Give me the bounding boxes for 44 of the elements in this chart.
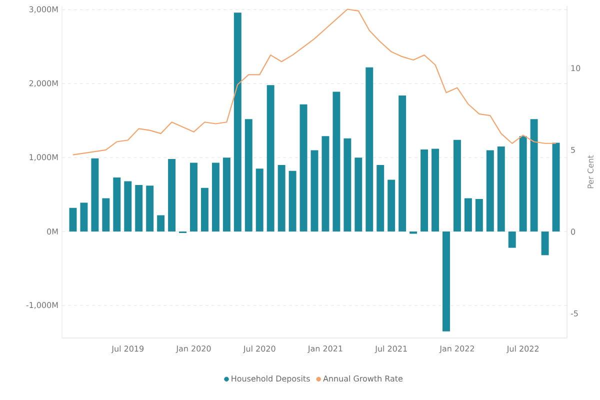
bar <box>530 119 538 232</box>
bar <box>332 92 340 232</box>
bar <box>146 186 154 232</box>
bar <box>244 119 252 232</box>
bar <box>135 184 143 232</box>
bar <box>124 181 132 232</box>
bar <box>432 148 439 232</box>
bar <box>552 142 560 232</box>
bar <box>168 159 176 232</box>
bar <box>190 162 198 232</box>
bar <box>300 104 308 232</box>
bar <box>80 202 88 232</box>
bar <box>157 215 165 232</box>
bar <box>256 168 264 232</box>
bar <box>212 162 220 232</box>
bar <box>91 158 99 232</box>
bar <box>288 170 296 232</box>
bar <box>388 180 396 232</box>
bar <box>376 164 384 232</box>
bar <box>354 158 362 232</box>
bar <box>234 12 242 232</box>
bar <box>344 138 352 232</box>
bar <box>398 95 406 232</box>
bar <box>366 67 374 232</box>
bar <box>310 150 318 232</box>
bar <box>508 232 516 248</box>
bar <box>475 198 483 232</box>
bar <box>102 198 110 232</box>
bar <box>322 136 330 232</box>
bar <box>497 146 505 232</box>
bar <box>541 232 549 256</box>
line-series <box>72 8 557 156</box>
bar <box>519 136 527 232</box>
bar <box>420 149 428 232</box>
bar <box>266 85 274 232</box>
bar <box>278 164 286 232</box>
bar <box>442 232 450 332</box>
bar <box>486 150 494 232</box>
bar <box>200 188 208 232</box>
bar <box>113 178 121 232</box>
bar <box>453 140 461 232</box>
bar <box>69 208 77 232</box>
bar <box>222 158 230 232</box>
bar <box>464 198 472 232</box>
